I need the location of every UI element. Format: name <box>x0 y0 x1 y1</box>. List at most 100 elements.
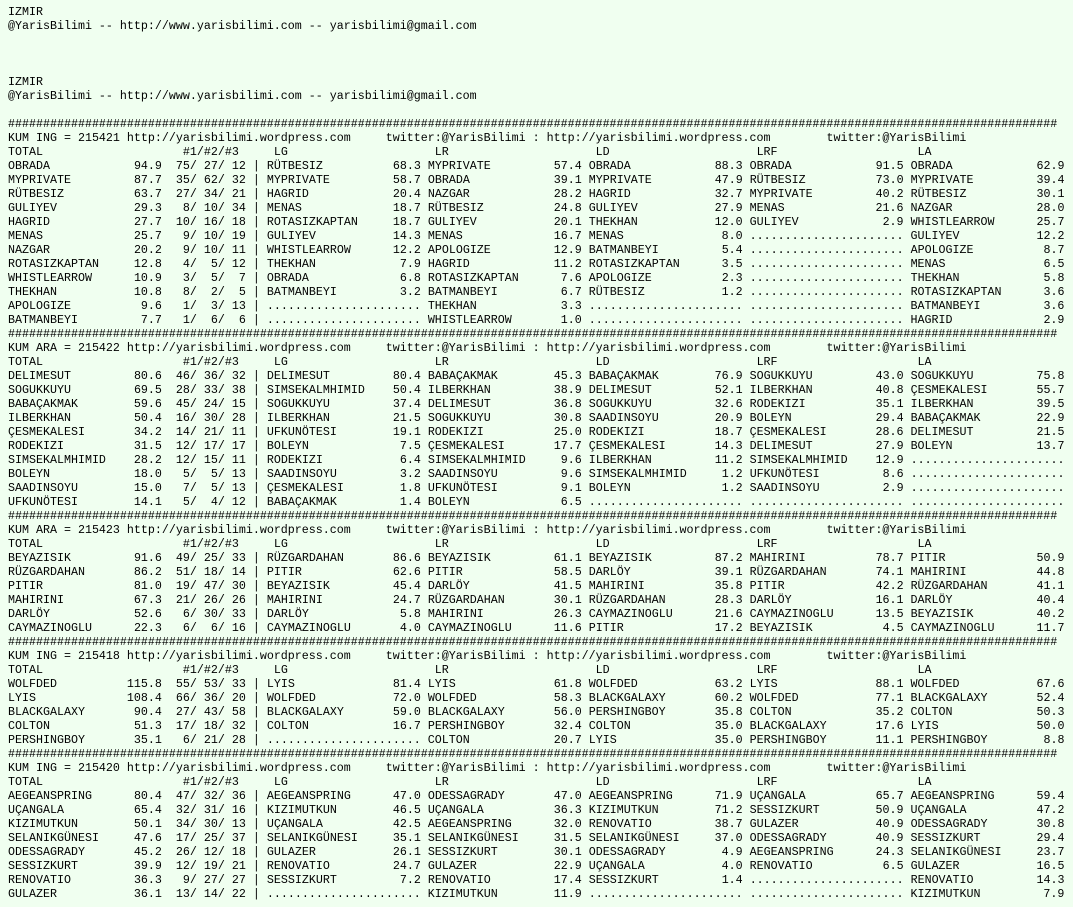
twitter-handle: twitter:@YarisBilimi <box>826 131 967 145</box>
lrf-score: 65.7 <box>875 789 904 803</box>
horse-name: LYIS <box>8 691 36 705</box>
divider: | <box>252 481 260 495</box>
rank-count: 12 <box>231 257 246 271</box>
rank-count: 21 <box>175 593 190 607</box>
lrf-score: 43.0 <box>875 369 904 383</box>
total-score: 10.8 <box>133 285 162 299</box>
header-ld: LD <box>595 145 610 159</box>
la-score: 52.4 <box>1036 691 1065 705</box>
twitter-handle: twitter:@YarisBilimi <box>385 761 526 775</box>
header-total: TOTAL <box>8 145 43 159</box>
horse-name: BEYAZISIK <box>266 579 330 593</box>
total-score: 29.3 <box>133 201 162 215</box>
table-row: DELIMESUT 80.6 46/ 36/ 32 | DELIMESUT 80… <box>8 369 1065 383</box>
rank-count: 43 <box>203 705 218 719</box>
race-header: KUM ARA = 215422 http://yarisbilimi.word… <box>8 341 1073 355</box>
lr-score: 20.1 <box>553 215 582 229</box>
ld-score: 39.1 <box>714 565 743 579</box>
rank-count: 34 <box>175 817 190 831</box>
separator: ########################################… <box>8 327 1058 341</box>
horse-name: OBRADA <box>266 271 309 285</box>
rank-count: 12 <box>175 453 190 467</box>
horse-name: WHISTLEARROW <box>427 313 512 327</box>
empty-slot: ...................... <box>749 495 904 509</box>
horse-name: RÜTBESIZ <box>266 159 323 173</box>
rank-count: 26 <box>203 593 218 607</box>
rank-count: 8 <box>182 201 190 215</box>
horse-name: DELIMESUT <box>427 397 491 411</box>
rank-count: 34 <box>231 201 246 215</box>
lr-score: 30.1 <box>553 593 582 607</box>
divider: | <box>252 859 260 873</box>
total-score: 7.7 <box>140 313 162 327</box>
blog-link: http://yarisbilimi.wordpress.com <box>546 341 771 355</box>
horse-name: GULIYEV <box>749 215 799 229</box>
twitter-handle: twitter:@YarisBilimi <box>826 341 967 355</box>
horse-name: SESSIZKURT <box>910 831 981 845</box>
horse-name: SELANIKGÜNESI <box>266 831 358 845</box>
rank-count: 5 <box>182 495 190 509</box>
total-score: 36.1 <box>133 887 162 901</box>
rank-count: 32 <box>231 369 246 383</box>
horse-name: SIMSEKALMHIMID <box>8 453 106 467</box>
horse-name: SAADINSOYU <box>427 467 498 481</box>
blank-line <box>8 103 1073 117</box>
divider: | <box>252 495 260 509</box>
rank-count: 16 <box>175 411 190 425</box>
twitter-handle: twitter:@YarisBilimi <box>826 649 967 663</box>
table-row: BLACKGALAXY 90.4 27/ 43/ 58 | BLACKGALAX… <box>8 705 1065 719</box>
lrf-score: 40.2 <box>875 187 904 201</box>
horse-name: MENAS <box>427 229 463 243</box>
divider: | <box>252 425 260 439</box>
header-ranks: #1/#2/#3 <box>182 145 239 159</box>
horse-name: SAADINSOYU <box>588 411 659 425</box>
separator-line: ########################################… <box>8 117 1073 131</box>
header-lrf: LRF <box>756 355 778 369</box>
header-ranks: #1/#2/#3 <box>182 537 239 551</box>
table-row: KIZIMUTKUN 50.1 34/ 30/ 13 | UÇANGALA 42… <box>8 817 1065 831</box>
horse-name: AEGEANSPRING <box>8 789 92 803</box>
lr-score: 32.4 <box>553 719 582 733</box>
horse-name: DELIMESUT <box>266 369 330 383</box>
horse-name: GULAZER <box>427 859 477 873</box>
ld-score: 32.7 <box>714 187 743 201</box>
horse-name: PITIR <box>588 621 624 635</box>
lr-score: 22.9 <box>553 859 582 873</box>
rank-count: 13 <box>231 817 246 831</box>
empty-slot: ...................... <box>749 299 904 313</box>
horse-name: BATMANBEYI <box>910 299 981 313</box>
divider: | <box>252 677 260 691</box>
ld-score: 1.4 <box>721 873 743 887</box>
credit-line: @YarisBilimi -- http://www.yarisbilimi.c… <box>8 19 477 33</box>
ld-score: 1.2 <box>721 467 743 481</box>
horse-name: BATMANBEYI <box>427 285 498 299</box>
lr-score: 58.3 <box>553 691 582 705</box>
table-row: DARLÖY 52.6 6/ 30/ 33 | DARLÖY 5.8 MAHIR… <box>8 607 1065 621</box>
header-lg: LG <box>273 355 288 369</box>
rank-count: 1 <box>182 313 190 327</box>
total-score: 63.7 <box>133 187 162 201</box>
horse-name: LYIS <box>427 677 456 691</box>
rank-count: 10 <box>203 229 218 243</box>
blog-link: http://yarisbilimi.wordpress.com <box>126 341 351 355</box>
ld-score: 1.2 <box>721 285 743 299</box>
separator: ########################################… <box>8 509 1058 523</box>
horse-name: THEKHAN <box>588 215 638 229</box>
rank-count: 18 <box>231 845 246 859</box>
horse-name: AEGEANSPRING <box>749 845 834 859</box>
rank-count: 6 <box>182 607 190 621</box>
colon: : <box>532 761 540 775</box>
horse-name: COLTON <box>749 705 792 719</box>
horse-name: ROTASIZKAPTAN <box>266 215 358 229</box>
empty-slot: ...................... <box>266 313 421 327</box>
la-score: 12.2 <box>1036 229 1065 243</box>
column-headers: TOTAL #1/#2/#3 LG LR LD LRF LA <box>8 355 1073 369</box>
horse-name: MENAS <box>910 257 946 271</box>
race-id: KUM ING = 215418 <box>8 649 120 663</box>
header-lr: LR <box>434 663 449 677</box>
header-ld: LD <box>595 775 610 789</box>
separator-line: ########################################… <box>8 327 1073 341</box>
empty-slot: ...................... <box>910 481 1065 495</box>
table-row: SAADINSOYU 15.0 7/ 5/ 13 | ÇESMEKALESI 1… <box>8 481 1065 495</box>
empty-slot: ...................... <box>749 313 904 327</box>
